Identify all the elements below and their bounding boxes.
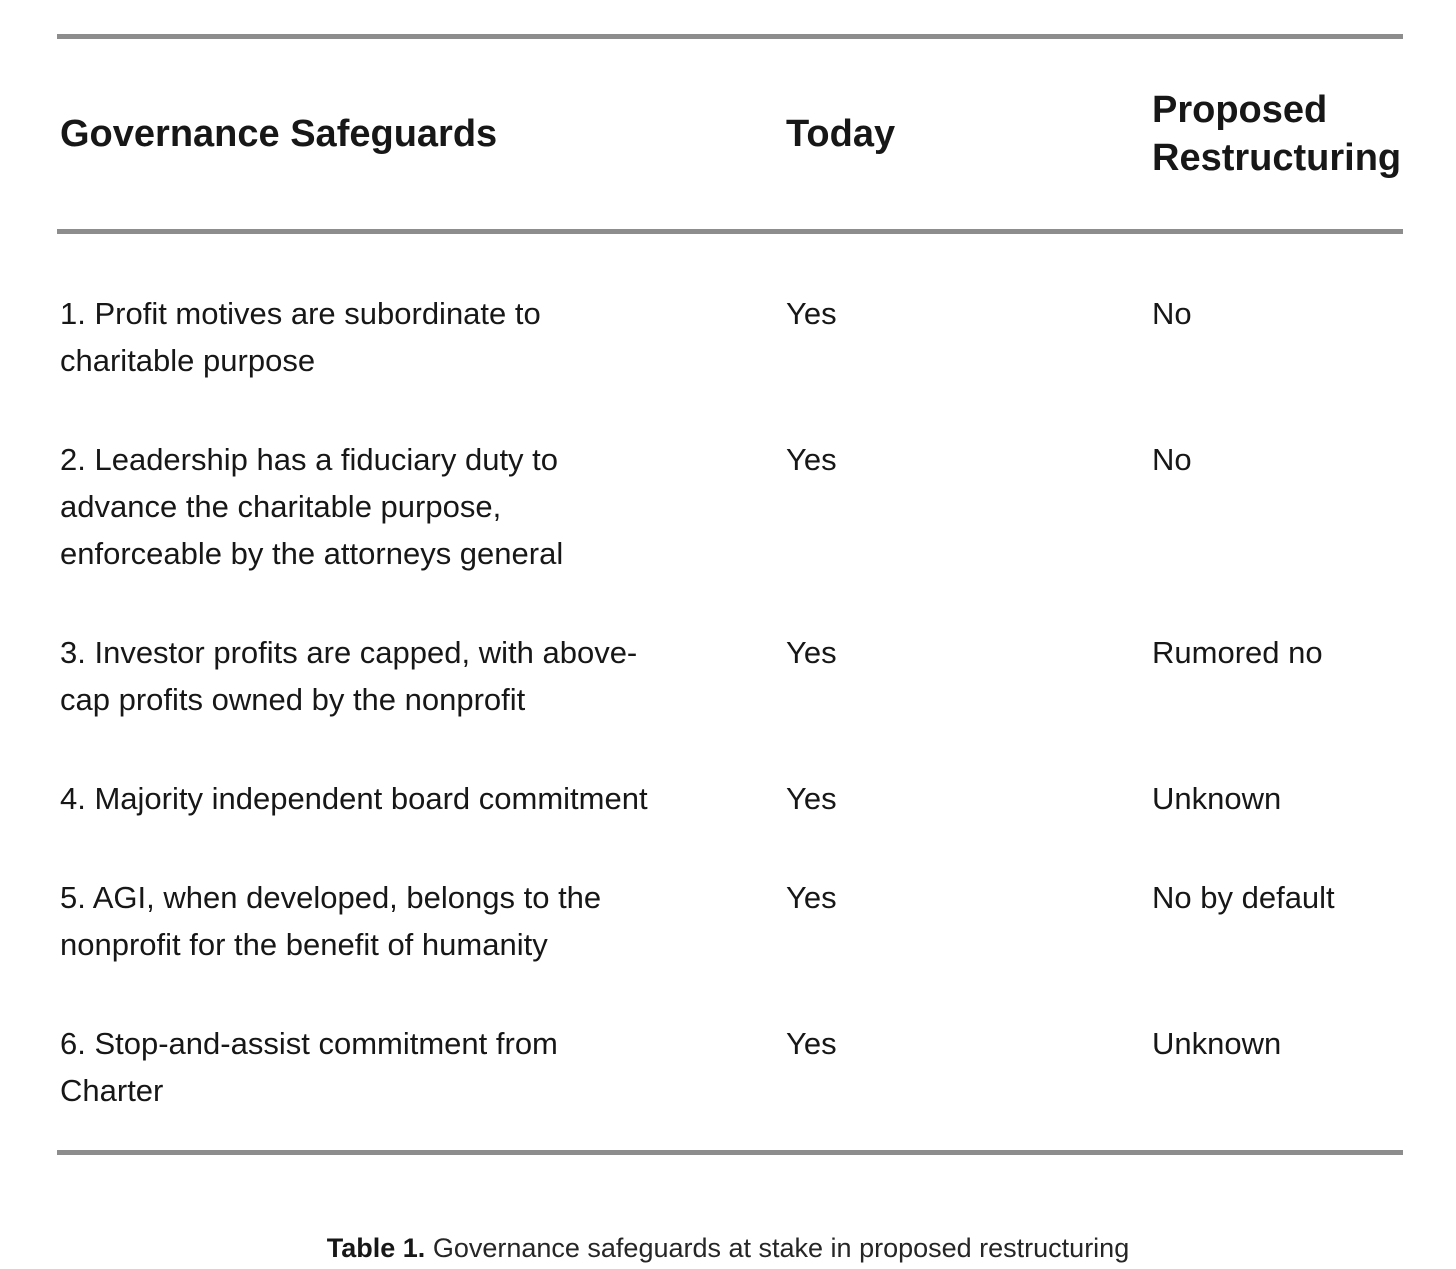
- cell-safeguard: 3. Investor profits are capped, with abo…: [60, 635, 638, 717]
- cell-proposed-restructuring: Unknown: [1152, 1020, 1403, 1155]
- cell-today: Yes: [786, 1020, 1152, 1155]
- table-row: 2. Leadership has a fiduciary duty to ad…: [57, 436, 1403, 629]
- cell-today: Yes: [786, 880, 837, 915]
- cell-safeguard: 1. Profit motives are subordinate to cha…: [60, 296, 541, 378]
- column-header-proposed-restructuring: Proposed Restructuring: [1152, 34, 1403, 234]
- table-body: 1. Profit motives are subordinate to cha…: [57, 232, 1403, 1155]
- caption-label: Table 1.: [326, 1233, 426, 1263]
- column-header-today: Today: [786, 34, 1152, 234]
- table-row: 4. Majority independent board commitment…: [57, 775, 1403, 874]
- cell-safeguard: 2. Leadership has a fiduciary duty to ad…: [60, 442, 564, 571]
- cell-proposed-restructuring: No: [1152, 296, 1192, 331]
- cell-safeguard: 5. AGI, when developed, belongs to the n…: [60, 880, 602, 962]
- cell-today: Yes: [786, 442, 837, 477]
- cell-safeguard: 4. Majority independent board commitment: [60, 781, 648, 816]
- table-row: 5. AGI, when developed, belongs to the n…: [57, 874, 1403, 1020]
- table-caption: Table 1. Governance safeguards at stake …: [0, 1227, 1456, 1269]
- cell-today: Yes: [786, 296, 837, 331]
- governance-table: Governance Safeguards Today Proposed Res…: [57, 34, 1403, 1155]
- table-row: 6. Stop-and-assist commitment from Chart…: [57, 1020, 1403, 1155]
- governance-table-figure: Governance Safeguards Today Proposed Res…: [57, 34, 1403, 1155]
- cell-today: Yes: [786, 781, 837, 816]
- column-header-governance-safeguards: Governance Safeguards: [57, 34, 786, 234]
- cell-proposed-restructuring: No by default: [1152, 880, 1335, 915]
- cell-today: Yes: [786, 635, 837, 670]
- cell-proposed-restructuring: No: [1152, 442, 1192, 477]
- caption-text: Governance safeguards at stake in propos…: [425, 1233, 1130, 1263]
- cell-safeguard: 6. Stop-and-assist commitment from Chart…: [57, 1020, 786, 1155]
- table-row: 1. Profit motives are subordinate to cha…: [57, 232, 1403, 437]
- table-row: 3. Investor profits are capped, with abo…: [57, 629, 1403, 775]
- cell-proposed-restructuring: Unknown: [1152, 781, 1282, 816]
- header-row: Governance Safeguards Today Proposed Res…: [57, 34, 1403, 234]
- table-header: Governance Safeguards Today Proposed Res…: [57, 34, 1403, 234]
- cell-proposed-restructuring: Rumored no: [1152, 635, 1323, 670]
